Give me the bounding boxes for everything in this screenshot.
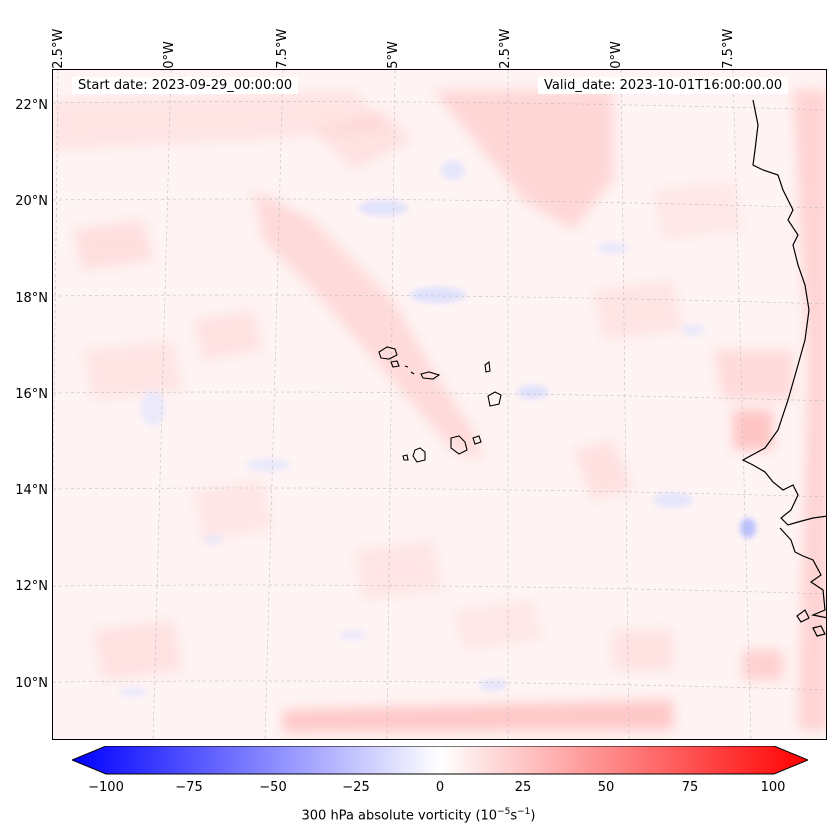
valid-date-label: Valid_date: 2023-10-01T16:00:00.00	[538, 77, 789, 94]
colorbar-label-prefix: 300 hPa absolute vorticity (10	[301, 808, 498, 824]
colorbar	[70, 745, 810, 780]
colorbar-label-mid: s	[510, 808, 518, 824]
start-date-label: Start date: 2023-09-29_00:00:00	[72, 77, 299, 94]
colorbar-gradient	[70, 745, 810, 775]
colorbar-tick: −100	[88, 780, 124, 795]
colorbar-tick: 100	[760, 780, 786, 795]
vorticity-map	[52, 69, 827, 740]
colorbar-tick: 50	[597, 780, 615, 795]
lat-label-18n: 18°N	[15, 291, 48, 306]
colorbar-label-suffix: )	[530, 808, 536, 824]
coastline-africa	[741, 99, 826, 637]
graticule	[53, 70, 826, 739]
map-canvas	[53, 70, 826, 739]
positive-vorticity-patches	[53, 90, 826, 732]
colorbar-tick: 25	[514, 780, 532, 795]
colorbar-tick: 0	[435, 780, 445, 795]
colorbar-tick: −25	[342, 780, 370, 795]
lat-label-12n: 12°N	[15, 579, 48, 594]
cape-verde-islands	[378, 346, 502, 463]
lat-label-22n: 22°N	[15, 98, 48, 113]
lat-label-10n: 10°N	[15, 676, 48, 691]
colorbar-tick: 75	[681, 780, 699, 795]
colorbar-label: 300 hPa absolute vorticity (10−5s−1)	[0, 807, 837, 823]
lat-label-16n: 16°N	[15, 387, 48, 402]
colorbar-tick: −75	[175, 780, 203, 795]
negative-vorticity-patches	[119, 160, 756, 697]
colorbar-label-exp2: −1	[517, 807, 531, 817]
colorbar-label-exp1: −5	[497, 807, 511, 817]
lat-label-14n: 14°N	[15, 483, 48, 498]
lat-label-20n: 20°N	[15, 194, 48, 209]
colorbar-tick: −50	[259, 780, 287, 795]
